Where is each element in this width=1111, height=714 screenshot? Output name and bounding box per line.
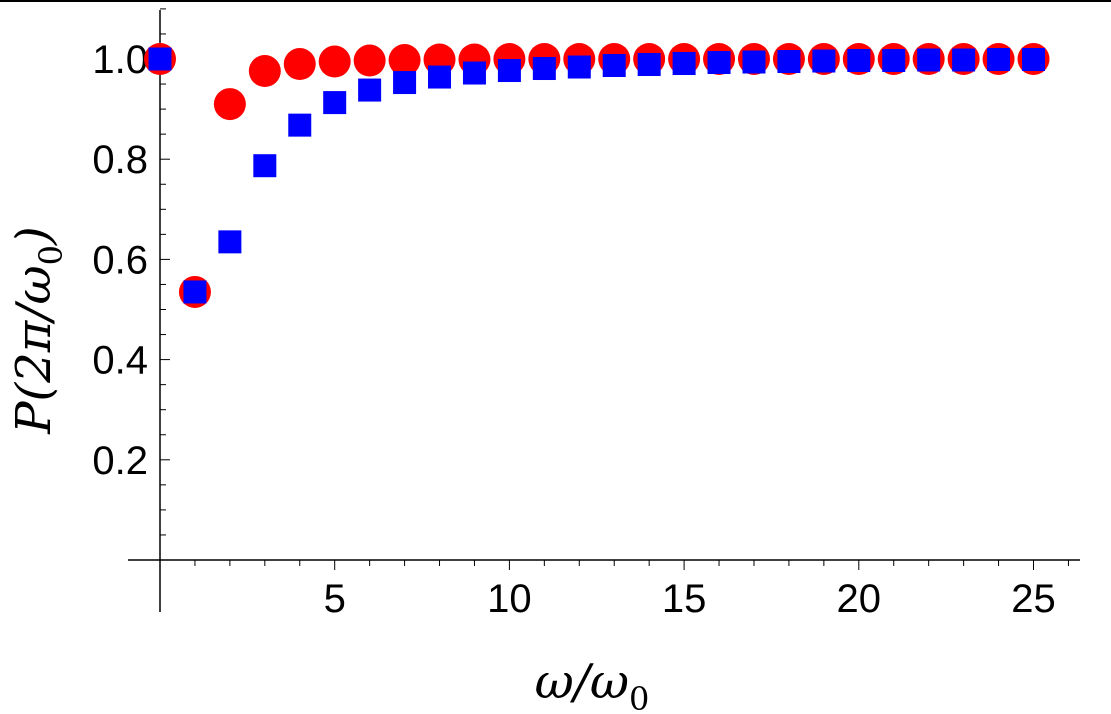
y-tick-label: 0.8 (92, 138, 148, 182)
data-point-square (148, 47, 172, 71)
x-tick-label: 15 (662, 577, 707, 621)
y-tick-label: 0.4 (92, 339, 148, 383)
data-point-circle (283, 48, 316, 81)
data-point-circle (388, 44, 421, 77)
data-point-square (637, 53, 661, 77)
data-point-square (812, 49, 836, 73)
data-point-square (987, 48, 1011, 72)
data-point-square (882, 49, 906, 73)
data-point-circle (318, 45, 351, 78)
data-point-circle (213, 88, 246, 121)
y-tick-label: 1.0 (92, 38, 148, 82)
data-point-square (742, 50, 766, 74)
data-point-square (323, 91, 347, 115)
data-point-square (707, 51, 731, 75)
y-tick-label: 0.2 (92, 439, 148, 483)
x-tick-label: 5 (324, 577, 346, 621)
x-tick-label: 10 (487, 577, 532, 621)
y-axis-title: P(2π/ω0) (6, 226, 70, 435)
data-point-circle (248, 55, 281, 88)
data-point-square (952, 48, 976, 72)
data-point-square (253, 154, 277, 178)
x-axis-title: ω/ω0 (535, 654, 650, 714)
data-point-square (777, 50, 801, 74)
data-point-square (462, 61, 486, 85)
y-tick-label: 0.6 (92, 238, 148, 282)
data-point-square (567, 55, 591, 79)
data-point-square (1022, 48, 1045, 72)
x-tick-label: 20 (837, 577, 882, 621)
series-blue-squares (148, 47, 1045, 304)
data-point-square (497, 59, 521, 83)
data-point-square (602, 54, 626, 78)
series-layer (144, 43, 1050, 308)
data-point-square (532, 57, 556, 81)
x-tick-label: 25 (1011, 577, 1056, 621)
data-point-square (288, 113, 312, 137)
data-point-square (428, 65, 452, 89)
data-point-circle (353, 44, 386, 77)
data-point-square (847, 49, 871, 73)
data-point-square (358, 78, 382, 102)
axes (128, 10, 1080, 612)
data-point-square (183, 280, 207, 304)
ticks: 5 10 15 20 25 0.2 0.4 0.6 0.8 1.0 (92, 8, 1069, 621)
data-point-square (393, 71, 417, 95)
data-point-square (672, 52, 696, 76)
data-point-square (218, 230, 242, 254)
data-point-square (917, 48, 941, 72)
series-red-circles (144, 43, 1050, 308)
